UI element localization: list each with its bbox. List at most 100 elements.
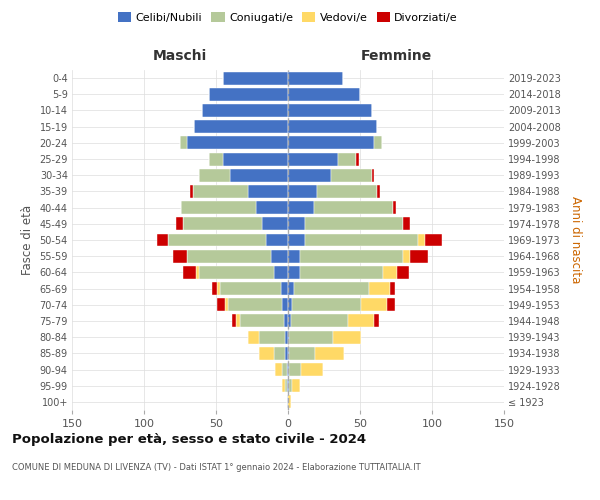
Bar: [183, 218, 262, 230]
Bar: [285, 347, 288, 360]
Bar: [196, 266, 199, 279]
Bar: [274, 347, 285, 360]
Bar: [299, 266, 383, 279]
Bar: [288, 250, 299, 262]
Bar: [317, 185, 377, 198]
Bar: [299, 250, 403, 262]
Bar: [287, 396, 288, 408]
Bar: [266, 234, 288, 246]
Bar: [291, 314, 349, 328]
Bar: [390, 282, 395, 295]
Bar: [259, 330, 285, 344]
Bar: [223, 72, 288, 85]
Bar: [388, 298, 395, 311]
Bar: [282, 298, 288, 311]
Bar: [418, 234, 425, 246]
Bar: [288, 152, 338, 166]
Text: Popolazione per età, sesso e stato civile - 2024: Popolazione per età, sesso e stato civil…: [12, 432, 366, 446]
Bar: [288, 169, 331, 181]
Bar: [288, 185, 317, 198]
Bar: [284, 314, 288, 328]
Bar: [248, 330, 259, 344]
Bar: [217, 298, 224, 311]
Text: Maschi: Maschi: [153, 48, 207, 62]
Bar: [209, 88, 288, 101]
Bar: [338, 152, 356, 166]
Bar: [230, 169, 288, 181]
Bar: [397, 266, 409, 279]
Bar: [281, 282, 288, 295]
Bar: [282, 363, 287, 376]
Bar: [288, 347, 289, 360]
Bar: [236, 314, 241, 328]
Bar: [209, 152, 223, 166]
Bar: [183, 266, 196, 279]
Bar: [410, 250, 428, 262]
Bar: [271, 250, 288, 262]
Bar: [193, 185, 248, 198]
Bar: [180, 136, 187, 149]
Bar: [288, 218, 305, 230]
Bar: [288, 234, 305, 246]
Bar: [285, 379, 287, 392]
Bar: [202, 104, 288, 117]
Bar: [356, 152, 359, 166]
Bar: [194, 120, 288, 133]
Bar: [383, 266, 397, 279]
Bar: [220, 282, 281, 295]
Bar: [393, 201, 396, 214]
Bar: [374, 136, 382, 149]
Bar: [169, 234, 266, 246]
Bar: [288, 298, 292, 311]
Bar: [288, 201, 314, 214]
Bar: [262, 218, 288, 230]
Bar: [316, 347, 344, 360]
Bar: [294, 282, 368, 295]
Bar: [285, 330, 288, 344]
Bar: [187, 250, 271, 262]
Bar: [173, 250, 187, 262]
Text: Femmine: Femmine: [361, 48, 431, 62]
Bar: [288, 379, 289, 392]
Bar: [288, 88, 360, 101]
Bar: [212, 282, 217, 295]
Bar: [289, 363, 301, 376]
Bar: [361, 298, 388, 311]
Bar: [176, 218, 183, 230]
Bar: [287, 379, 288, 392]
Bar: [187, 136, 288, 149]
Bar: [256, 201, 288, 214]
Bar: [305, 218, 403, 230]
Bar: [332, 330, 361, 344]
Bar: [248, 185, 288, 198]
Bar: [314, 201, 393, 214]
Bar: [288, 104, 371, 117]
Bar: [305, 234, 418, 246]
Bar: [288, 282, 294, 295]
Bar: [224, 298, 227, 311]
Bar: [274, 266, 288, 279]
Bar: [371, 169, 374, 181]
Bar: [288, 330, 289, 344]
Bar: [275, 363, 282, 376]
Bar: [282, 379, 285, 392]
Bar: [199, 266, 274, 279]
Bar: [368, 282, 390, 295]
Bar: [288, 136, 374, 149]
Legend: Celibi/Nubili, Coniugati/e, Vedovi/e, Divorziati/e: Celibi/Nubili, Coniugati/e, Vedovi/e, Di…: [113, 8, 463, 28]
Bar: [331, 169, 371, 181]
Bar: [289, 379, 292, 392]
Bar: [377, 185, 380, 198]
Bar: [288, 120, 377, 133]
Bar: [403, 218, 410, 230]
Bar: [223, 152, 288, 166]
Bar: [181, 201, 256, 214]
Bar: [288, 314, 291, 328]
Y-axis label: Fasce di età: Fasce di età: [21, 205, 34, 275]
Bar: [199, 169, 230, 181]
Bar: [287, 363, 288, 376]
Bar: [288, 266, 299, 279]
Bar: [241, 314, 284, 328]
Bar: [289, 330, 332, 344]
Y-axis label: Anni di nascita: Anni di nascita: [569, 196, 583, 284]
